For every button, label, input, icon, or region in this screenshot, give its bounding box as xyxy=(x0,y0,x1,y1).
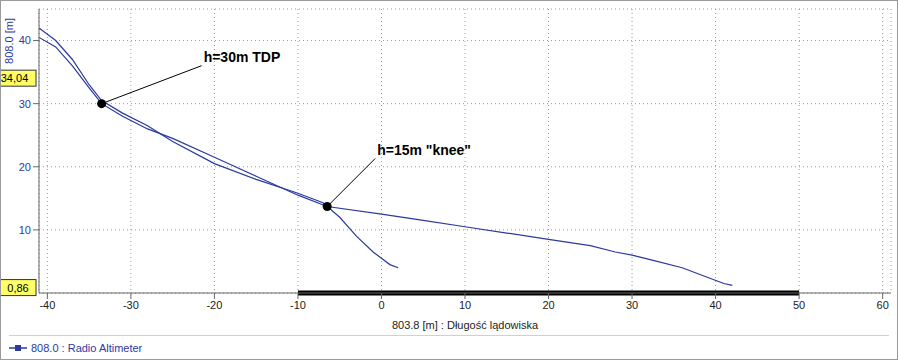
svg-text:50: 50 xyxy=(793,299,805,311)
svg-text:40: 40 xyxy=(709,299,721,311)
svg-text:60: 60 xyxy=(877,299,889,311)
svg-text:20: 20 xyxy=(19,161,31,173)
svg-text:-40: -40 xyxy=(39,299,55,311)
svg-text:h=15m "knee": h=15m "knee" xyxy=(377,142,471,158)
svg-text:30: 30 xyxy=(19,98,31,110)
svg-text:-10: -10 xyxy=(290,299,306,311)
svg-text:-30: -30 xyxy=(123,299,139,311)
html-text:808.0 : Radio Altimeter: 808.0 : Radio Altimeter xyxy=(31,342,143,354)
svg-text:0: 0 xyxy=(378,299,384,311)
svg-text:10: 10 xyxy=(459,299,471,311)
svg-text:h=30m TDP: h=30m TDP xyxy=(204,49,281,65)
svg-text:40: 40 xyxy=(19,34,31,46)
svg-text:0,86: 0,86 xyxy=(7,282,28,294)
svg-text:30: 30 xyxy=(626,299,638,311)
svg-text:808.0 [m]: 808.0 [m] xyxy=(3,18,15,64)
svg-text:34,04: 34,04 xyxy=(1,72,28,84)
svg-text:-20: -20 xyxy=(206,299,222,311)
svg-text:10: 10 xyxy=(19,224,31,236)
svg-text:803.8 [m] : Długość lądowiska: 803.8 [m] : Długość lądowiska xyxy=(392,319,539,331)
svg-text:20: 20 xyxy=(542,299,554,311)
